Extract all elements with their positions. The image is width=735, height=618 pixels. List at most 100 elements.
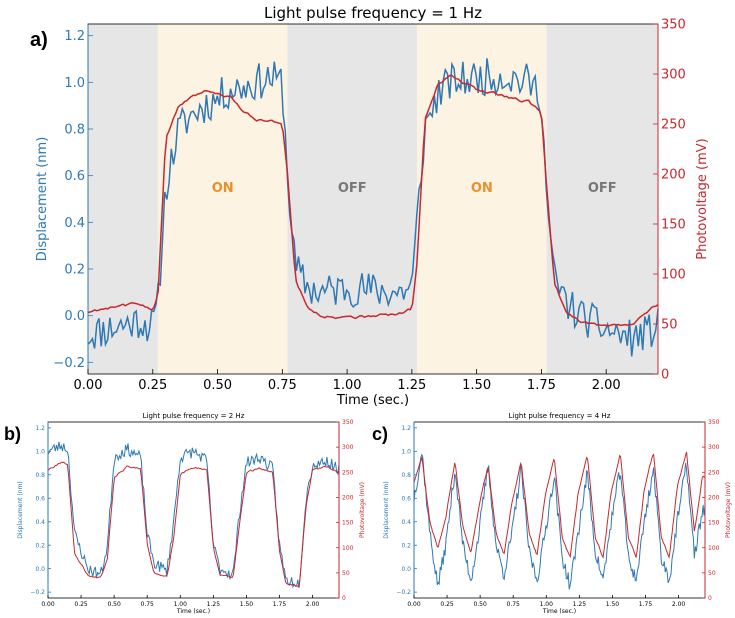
x-tick-label: 0.75 [507, 601, 521, 608]
y-left-axis-label: Displacement (nm) [383, 481, 390, 538]
x-tick-label: 1.00 [540, 601, 554, 608]
x-tick-label: 1.00 [333, 378, 362, 393]
x-tick-label: 2.00 [672, 601, 686, 608]
y-right-axis-label: Photovoltage (mV) [725, 482, 732, 538]
x-tick-label: 0.25 [74, 601, 88, 608]
x-tick-label: 0.00 [74, 378, 103, 393]
y-left-tick-label: 1.0 [401, 448, 411, 455]
y-right-tick-label: 150 [708, 520, 720, 527]
x-tick-label: 2.00 [306, 601, 320, 608]
y-left-tick-label: 0.4 [35, 519, 45, 526]
displacement-line [87, 58, 659, 357]
x-tick-label: 0.25 [138, 378, 167, 393]
chart-title: Light pulse frequency = 2 Hz [143, 412, 245, 420]
y-right-tick-label: 100 [661, 268, 686, 283]
x-tick-label: 0.75 [141, 601, 155, 608]
y-right-tick-label: 300 [708, 444, 720, 451]
y-right-tick-label: 150 [661, 218, 686, 233]
y-left-tick-label: 0.0 [35, 566, 45, 573]
y-right-tick-label: 250 [708, 469, 720, 476]
x-axis-label: Time (sec.) [542, 608, 576, 615]
y-left-tick-label: 0.4 [401, 519, 411, 526]
y-left-tick-label: 0.6 [35, 495, 45, 502]
region-label: ON [471, 181, 493, 196]
y-right-tick-label: 0 [342, 595, 346, 602]
x-tick-label: 2.00 [592, 378, 621, 393]
y-right-tick-label: 250 [342, 469, 354, 476]
chart-panel-1: 0.0 0 0.25 0.50 0.75 1.00 1.25 1.50 1.75 2.00 −0.2… [4, 412, 366, 615]
x-tick-label: 1.25 [573, 601, 587, 608]
y-left-tick-label: 1.0 [35, 448, 45, 455]
x-tick-label: 1.75 [273, 601, 287, 608]
x-tick-label: 0.25 [440, 601, 454, 608]
region-label: ON [212, 181, 234, 196]
region-label: OFF [338, 181, 367, 196]
region-label: OFF [588, 181, 617, 196]
y-left-tick-label: 0.0 [64, 309, 85, 324]
region-on [157, 24, 288, 374]
x-tick-label: 0.50 [473, 601, 487, 608]
y-left-tick-label: 0.0 [401, 566, 411, 573]
y-right-tick-label: 200 [661, 168, 686, 183]
chart-panel-2: 0.00 0.25 0.50 0.75 1.00 1.25 1.50 1.75 2.00−0.2… [372, 412, 732, 615]
x-tick-label: 1.25 [207, 601, 221, 608]
y-right-tick-label: 300 [342, 444, 354, 451]
x-axis-label: Time (sec.) [336, 393, 409, 408]
y-left-tick-label: 0.8 [401, 472, 411, 479]
y-left-tick-label: 0.6 [401, 495, 411, 502]
panel-label: c) [372, 424, 388, 444]
y-right-tick-label: 150 [342, 520, 354, 527]
y-left-tick-label: 0.8 [35, 472, 45, 479]
y-right-tick-label: 100 [342, 545, 354, 552]
y-right-tick-label: 50 [661, 318, 678, 333]
x-tick-label: 1.50 [240, 601, 254, 608]
y-left-tick-label: 1.0 [64, 76, 85, 91]
region-off [287, 24, 418, 374]
y-right-tick-label: 200 [342, 495, 354, 502]
y-left-tick-label: 1.2 [401, 425, 411, 432]
y-right-tick-label: 250 [661, 118, 686, 133]
y-right-tick-label: 200 [708, 495, 720, 502]
y-left-tick-label: 1.2 [64, 29, 85, 44]
y-left-tick-label: 0.8 [64, 123, 85, 138]
y-right-axis-label: Photovoltage (mV) [359, 482, 366, 538]
y-right-tick-label: 100 [708, 545, 720, 552]
y-right-tick-label: 350 [342, 419, 354, 426]
y-right-tick-label: 0 [661, 368, 669, 383]
x-tick-label: 1.50 [462, 378, 491, 393]
x-tick-label: 0.75 [268, 378, 297, 393]
x-tick-label: 1.75 [639, 601, 653, 608]
panel-label: b) [4, 424, 21, 444]
x-tick-label: 0.50 [203, 378, 232, 393]
x-axis-label: Time (sec.) [176, 608, 210, 615]
x-tick-label: 1.00 [174, 601, 188, 608]
y-left-tick-label: −0.2 [30, 589, 45, 596]
y-right-axis-label: Photovoltage (mV) [695, 138, 710, 260]
x-tick-label: 0.00 [407, 601, 421, 608]
region-off [546, 24, 658, 374]
y-right-tick-label: 300 [661, 68, 686, 83]
y-left-tick-label: 0.2 [64, 263, 85, 278]
y-right-tick-label: 50 [708, 570, 716, 577]
region-off [88, 24, 158, 374]
y-right-tick-label: 0 [708, 595, 712, 602]
y-left-tick-label: 0.4 [64, 216, 85, 231]
x-tick-label: 1.50 [606, 601, 620, 608]
panel-label: a) [30, 29, 48, 51]
y-left-tick-label: 1.2 [35, 425, 45, 432]
y-left-axis-label: Displacement (nm) [17, 481, 24, 538]
photovoltage-line [413, 451, 705, 560]
x-tick-label: 0.50 [107, 601, 121, 608]
photovoltage-line [47, 461, 340, 588]
y-left-tick-label: 0.2 [35, 542, 45, 549]
y-right-tick-label: 350 [708, 419, 720, 426]
y-right-tick-label: 50 [342, 570, 350, 577]
y-left-tick-label: 0.2 [401, 542, 411, 549]
y-left-tick-label: −0.2 [396, 589, 411, 596]
chart-title: Light pulse frequency = 4 Hz [509, 412, 611, 420]
x-tick-label: 1.75 [527, 378, 556, 393]
y-right-tick-label: 350 [661, 18, 686, 33]
displacement-line [413, 453, 706, 590]
